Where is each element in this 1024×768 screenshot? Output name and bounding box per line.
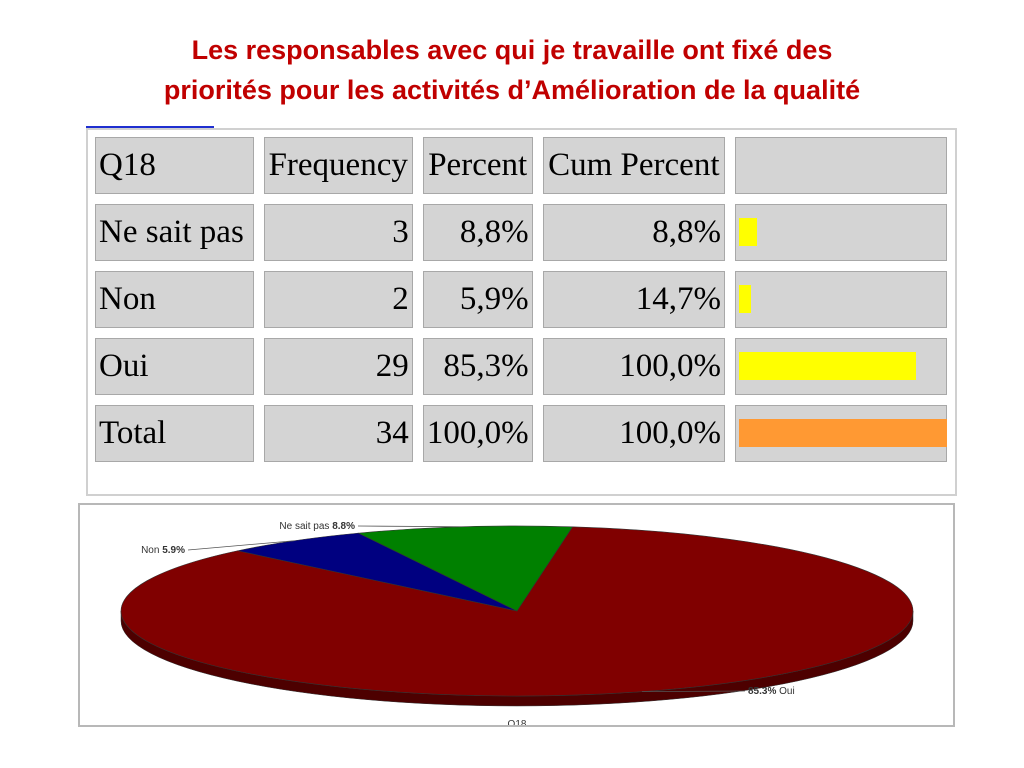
row-percent: 5,9% — [420, 269, 535, 330]
row-bar-cell — [732, 202, 949, 263]
table-header-row: Q18 Frequency Percent Cum Percent — [93, 135, 949, 196]
header-percent: Percent — [420, 135, 535, 196]
pie-axis-label: Q18 — [508, 719, 527, 725]
frequency-table: Q18 Frequency Percent Cum Percent Ne sai… — [87, 129, 955, 470]
pie-leader-line — [187, 540, 295, 551]
title-underline-accent — [86, 126, 214, 129]
row-cum-percent: 100,0% — [540, 403, 727, 464]
percent-bar — [738, 217, 758, 246]
row-frequency: 29 — [261, 336, 415, 397]
table-row: Ne sait pas 3 8,8% 8,8% — [93, 202, 949, 263]
row-bar-cell — [732, 269, 949, 330]
header-frequency: Frequency — [261, 135, 415, 196]
table-row: Total 34 100,0% 100,0% — [93, 403, 949, 464]
row-frequency: 3 — [261, 202, 415, 263]
header-q18: Q18 — [93, 135, 256, 196]
row-label: Ne sait pas — [93, 202, 256, 263]
row-bar-cell — [732, 403, 949, 464]
pie-slice-non — [237, 532, 518, 612]
table-row: Oui 29 85,3% 100,0% — [93, 336, 949, 397]
percent-bar — [738, 418, 947, 447]
row-cum-percent: 100,0% — [540, 336, 727, 397]
row-frequency: 34 — [261, 403, 415, 464]
pie-chart-panel: 85.3% Oui Non 5.9% Ne sait pas 8.8% Q18 — [78, 503, 955, 727]
row-percent: 85,3% — [420, 336, 535, 397]
percent-bar — [738, 284, 752, 313]
row-cum-percent: 14,7% — [540, 269, 727, 330]
pie-label: 85.3% Oui — [748, 686, 795, 697]
pie-chart: 85.3% Oui Non 5.9% Ne sait pas 8.8% Q18 — [120, 521, 914, 725]
frequency-table-panel: Q18 Frequency Percent Cum Percent Ne sai… — [86, 128, 957, 496]
title-line-1: Les responsables avec qui je travaille o… — [191, 35, 833, 65]
slide-title: Les responsables avec qui je travaille o… — [40, 30, 984, 110]
row-frequency: 2 — [261, 269, 415, 330]
pie-label: Ne sait pas 8.8% — [279, 521, 355, 532]
pie-label: Non 5.9% — [141, 545, 185, 556]
pie-slice-ne-sait-pas — [357, 525, 574, 612]
row-bar-cell — [732, 336, 949, 397]
row-percent: 8,8% — [420, 202, 535, 263]
pie-leader-line — [357, 525, 464, 528]
row-cum-percent: 8,8% — [540, 202, 727, 263]
title-line-2: priorités pour les activités d’Améliorat… — [163, 75, 861, 105]
row-label: Oui — [93, 336, 256, 397]
row-label: Total — [93, 403, 256, 464]
header-cum-percent: Cum Percent — [540, 135, 727, 196]
row-percent: 100,0% — [420, 403, 535, 464]
row-label: Non — [93, 269, 256, 330]
table-row: Non 2 5,9% 14,7% — [93, 269, 949, 330]
percent-bar — [738, 351, 917, 380]
header-bar — [732, 135, 949, 196]
pie-leader-line — [641, 690, 746, 693]
